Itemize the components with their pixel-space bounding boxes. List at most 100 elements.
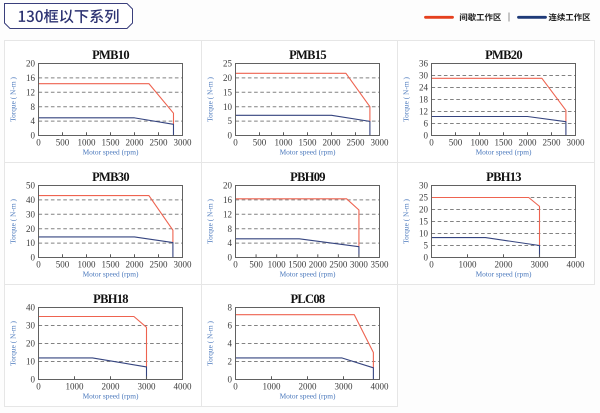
svg-text:Torque ( N-m ): Torque ( N-m ) <box>9 199 18 244</box>
svg-text:2000: 2000 <box>495 260 514 270</box>
svg-text:50: 50 <box>26 181 36 191</box>
svg-text:2000: 2000 <box>323 138 342 148</box>
svg-text:Motor speed (rpm): Motor speed (rpm) <box>83 148 139 157</box>
svg-text:500: 500 <box>56 138 70 148</box>
svg-text:500: 500 <box>249 260 263 270</box>
svg-text:0: 0 <box>429 138 434 148</box>
svg-text:Motor speed (rpm): Motor speed (rpm) <box>83 392 139 401</box>
svg-text:25: 25 <box>223 59 233 69</box>
svg-text:1000: 1000 <box>275 138 294 148</box>
svg-text:2000: 2000 <box>126 260 145 270</box>
svg-text:6: 6 <box>228 321 233 331</box>
svg-text:4000: 4000 <box>174 382 193 392</box>
svg-text:2000: 2000 <box>126 138 145 148</box>
svg-text:PBH18: PBH18 <box>93 292 128 306</box>
svg-text:3000: 3000 <box>174 138 193 148</box>
svg-text:1000: 1000 <box>459 260 478 270</box>
svg-text:10: 10 <box>419 229 429 239</box>
svg-text:2500: 2500 <box>329 260 348 270</box>
svg-text:8: 8 <box>228 224 233 234</box>
svg-text:1500: 1500 <box>288 260 307 270</box>
svg-text:1500: 1500 <box>102 260 121 270</box>
svg-text:10: 10 <box>26 357 36 367</box>
svg-text:5: 5 <box>424 241 429 251</box>
svg-text:16: 16 <box>26 73 36 83</box>
svg-text:Motor speed (rpm): Motor speed (rpm) <box>476 148 532 157</box>
svg-text:20: 20 <box>26 224 36 234</box>
svg-text:4000: 4000 <box>567 260 586 270</box>
svg-text:0: 0 <box>233 260 238 270</box>
svg-text:0: 0 <box>424 253 429 263</box>
svg-text:Motor speed (rpm): Motor speed (rpm) <box>476 270 532 279</box>
svg-text:24: 24 <box>419 83 429 93</box>
svg-text:0: 0 <box>31 253 36 263</box>
svg-text:30: 30 <box>26 321 36 331</box>
svg-text:1000: 1000 <box>66 382 85 392</box>
svg-text:8: 8 <box>31 102 36 112</box>
svg-text:Motor speed (rpm): Motor speed (rpm) <box>280 270 336 279</box>
svg-text:Torque ( N-m ): Torque ( N-m ) <box>206 321 215 366</box>
svg-text:500: 500 <box>449 138 463 148</box>
svg-text:3000: 3000 <box>567 138 586 148</box>
svg-text:0: 0 <box>429 260 434 270</box>
svg-text:3000: 3000 <box>335 382 354 392</box>
svg-text:PMB30: PMB30 <box>92 170 129 184</box>
svg-text:Torque ( N-m ): Torque ( N-m ) <box>9 321 18 366</box>
svg-text:12: 12 <box>26 87 35 97</box>
svg-text:Motor speed (rpm): Motor speed (rpm) <box>280 148 336 157</box>
svg-text:2500: 2500 <box>347 138 366 148</box>
svg-text:10: 10 <box>26 238 36 248</box>
svg-text:500: 500 <box>56 260 70 270</box>
svg-text:0: 0 <box>31 375 36 385</box>
svg-text:0: 0 <box>233 382 238 392</box>
svg-text:3000: 3000 <box>531 260 550 270</box>
svg-text:4000: 4000 <box>371 382 390 392</box>
svg-text:2000: 2000 <box>102 382 121 392</box>
svg-text:0: 0 <box>228 131 233 141</box>
svg-text:1000: 1000 <box>471 138 490 148</box>
svg-text:6: 6 <box>424 119 429 129</box>
svg-text:4: 4 <box>228 339 233 349</box>
svg-text:2: 2 <box>228 357 233 367</box>
svg-text:20: 20 <box>419 205 429 215</box>
svg-text:1000: 1000 <box>78 138 97 148</box>
svg-text:2500: 2500 <box>150 138 169 148</box>
svg-text:Motor speed (rpm): Motor speed (rpm) <box>280 392 336 401</box>
svg-text:8: 8 <box>228 303 233 313</box>
svg-text:40: 40 <box>26 195 36 205</box>
svg-text:1500: 1500 <box>495 138 514 148</box>
svg-text:12: 12 <box>419 107 428 117</box>
svg-text:20: 20 <box>223 181 233 191</box>
svg-text:PBH09: PBH09 <box>290 170 325 184</box>
svg-text:20: 20 <box>26 59 36 69</box>
svg-text:20: 20 <box>223 73 233 83</box>
svg-text:1000: 1000 <box>268 260 287 270</box>
svg-text:1500: 1500 <box>299 138 318 148</box>
svg-text:30: 30 <box>419 71 429 81</box>
svg-text:Torque ( N-m ): Torque ( N-m ) <box>402 199 411 244</box>
svg-text:25: 25 <box>419 193 429 203</box>
svg-text:1000: 1000 <box>78 260 97 270</box>
svg-text:30: 30 <box>26 209 36 219</box>
svg-text:5: 5 <box>228 116 233 126</box>
svg-text:Torque ( N-m ): Torque ( N-m ) <box>9 77 18 122</box>
svg-text:PLC08: PLC08 <box>290 292 324 306</box>
svg-text:1000: 1000 <box>263 382 282 392</box>
svg-text:Motor speed (rpm): Motor speed (rpm) <box>83 270 139 279</box>
svg-text:500: 500 <box>253 138 267 148</box>
svg-text:18: 18 <box>419 95 429 105</box>
svg-text:PMB10: PMB10 <box>92 48 129 62</box>
svg-text:4: 4 <box>31 116 36 126</box>
svg-text:2500: 2500 <box>150 260 169 270</box>
svg-text:2000: 2000 <box>519 138 538 148</box>
svg-text:0: 0 <box>233 138 238 148</box>
svg-text:Torque ( N-m ): Torque ( N-m ) <box>206 77 215 122</box>
svg-text:3000: 3000 <box>371 138 390 148</box>
svg-text:PMB20: PMB20 <box>485 48 522 62</box>
svg-text:1500: 1500 <box>102 138 121 148</box>
svg-text:3000: 3000 <box>138 382 157 392</box>
svg-text:10: 10 <box>223 102 233 112</box>
svg-text:16: 16 <box>223 195 233 205</box>
svg-text:Torque ( N-m ): Torque ( N-m ) <box>206 199 215 244</box>
svg-text:0: 0 <box>228 375 233 385</box>
